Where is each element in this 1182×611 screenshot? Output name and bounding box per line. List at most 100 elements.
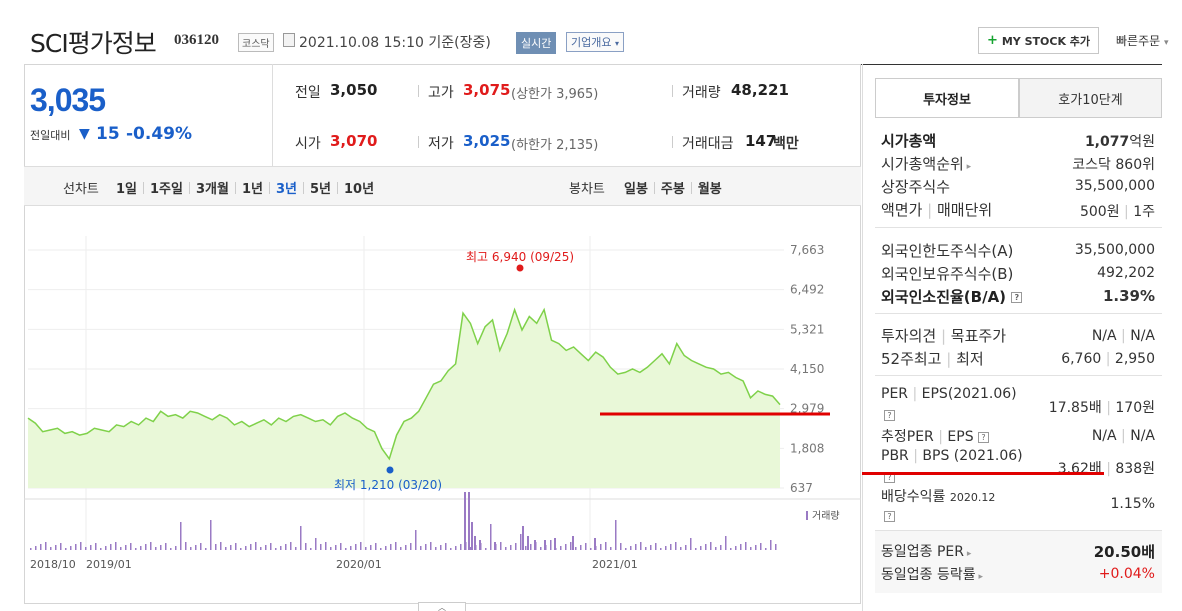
add-my-stock-button[interactable]: + MY STOCK 추가: [978, 27, 1099, 54]
volume-bar: [135, 548, 137, 550]
volume-bar: [425, 544, 427, 550]
volume-bar: [85, 547, 87, 550]
help-icon[interactable]: ?: [978, 431, 990, 443]
volume-bar: [474, 536, 476, 550]
volume-bar: [75, 544, 77, 550]
volume-bar: [170, 548, 172, 550]
unit-value: 1주: [1133, 204, 1155, 220]
tab-candle-weekly[interactable]: 주봉: [660, 182, 685, 197]
separator: [418, 85, 419, 97]
volume-bar: [355, 544, 357, 550]
volume-bar: [200, 543, 202, 550]
volume-bar: [290, 542, 292, 550]
tab-period-1y[interactable]: 1년: [241, 182, 263, 197]
est-per-value: N/A: [1091, 428, 1117, 444]
y-tick-label: 7,663: [790, 243, 824, 257]
separator: [672, 85, 673, 97]
tab-candle-daily[interactable]: 일봉: [624, 182, 648, 197]
help-icon[interactable]: ?: [1011, 292, 1023, 303]
bps-value: 838원: [1115, 461, 1155, 477]
volume-bar: [250, 544, 252, 550]
volume-bar: [285, 544, 287, 550]
unit-label: 매매단위: [937, 201, 993, 219]
tab-candle-monthly[interactable]: 월봉: [697, 182, 722, 197]
par-unit-label: 액면가 | 매매단위: [881, 201, 993, 219]
quick-order-button[interactable]: 빠른주문 ▾: [1116, 32, 1169, 49]
help-icon[interactable]: ?: [884, 410, 895, 421]
volume-bar: [245, 546, 247, 550]
tab-orderbook-10[interactable]: 호가10단계: [1019, 78, 1162, 118]
change-value: 15: [96, 124, 120, 144]
volume-bar: [495, 544, 497, 550]
section-divider: [875, 530, 1162, 531]
tab-period-5y[interactable]: 5년: [309, 182, 331, 197]
volume-bar: [45, 542, 47, 550]
volume-legend-swatch: [806, 511, 808, 520]
price-chart[interactable]: 7,663 6,492 5,321 4,150 2,979 1,808 637 2018/1…: [24, 206, 861, 606]
candle-chart-label[interactable]: 봉차트: [569, 182, 605, 197]
volume-bar: [180, 522, 182, 550]
industry-per-label[interactable]: 동일업종 PER ▸: [881, 541, 971, 561]
volume-bar: [55, 545, 57, 550]
volume-bar: [760, 543, 762, 550]
quick-order-label: 빠른주문: [1116, 34, 1161, 48]
volume-bar: [545, 545, 547, 550]
industry-rate-label[interactable]: 동일업종 등락률 ▸: [881, 564, 983, 584]
volume-bar: [120, 547, 122, 550]
volume-bar: [275, 548, 277, 550]
volume-bar: [505, 547, 507, 550]
market-cap-rank-label-text: 시가총액순위: [881, 155, 964, 173]
x-tick-label: 2018/10: [30, 558, 76, 571]
volume-bar: [230, 545, 232, 550]
volume-bar: [175, 546, 177, 550]
volume-legend: 거래량: [812, 510, 840, 522]
x-tick-label: 2019/01: [86, 558, 132, 571]
volume-bar: [580, 545, 582, 550]
market-cap-value: 1,077억원: [1020, 131, 1155, 151]
target-label: 목표주가: [950, 327, 1006, 345]
per-eps-value: 17.85배 | 170원: [1048, 400, 1155, 416]
volume-bar: [150, 542, 152, 550]
volume-bar: [325, 542, 327, 550]
document-icon: [283, 33, 295, 47]
volume-bar: [745, 542, 747, 550]
company-name: SCI평가정보: [30, 29, 157, 58]
lower-limit: (하한가 2,135): [511, 138, 599, 153]
amount-unit: 백만: [773, 136, 799, 152]
expand-toggle[interactable]: ︿: [418, 602, 466, 611]
volume-bar: [215, 544, 217, 550]
separator: [302, 181, 304, 194]
help-icon[interactable]: ?: [884, 511, 895, 522]
volume-bar: [50, 547, 52, 550]
volume-bar: [525, 546, 527, 550]
market-cap-rank-label[interactable]: 시가총액순위 ▸: [881, 153, 971, 174]
company-overview-label: 기업개요: [571, 36, 612, 49]
volume-bar: [210, 520, 212, 550]
foreign-limit-label: 외국인한도주식수(A): [881, 242, 1014, 260]
annotation-red-underline: [862, 472, 1104, 475]
tab-period-3m[interactable]: 3개월: [195, 182, 229, 197]
separator: [143, 181, 145, 194]
tab-invest-info[interactable]: 투자정보: [875, 78, 1019, 118]
volume-bar: [595, 546, 597, 550]
volume-bar: [460, 544, 462, 550]
volume-bar: [670, 544, 672, 550]
separator: [672, 136, 673, 148]
volume-bar: [205, 548, 207, 550]
line-chart-label[interactable]: 선차트: [63, 182, 99, 197]
volume-bar: [535, 542, 537, 550]
tab-period-10y[interactable]: 10년: [344, 182, 375, 197]
pbr-label: PBR: [881, 448, 909, 464]
realtime-badge[interactable]: 실시간: [516, 32, 557, 54]
volume-bar: [440, 545, 442, 550]
tab-period-1w[interactable]: 1주일: [150, 182, 183, 197]
volume-bar: [185, 542, 187, 550]
opinion-target-label: 투자의견 | 목표주가: [881, 327, 1006, 345]
tab-period-3y[interactable]: 3년: [275, 182, 297, 197]
change-percent: -0.49%: [126, 124, 193, 144]
company-overview-dropdown[interactable]: 기업개요 ▾: [566, 32, 624, 52]
tab-period-1d[interactable]: 1일: [116, 182, 138, 197]
y-tick-label: 6,492: [790, 283, 824, 297]
chevron-right-icon: ▸: [963, 162, 972, 172]
week52-low-label: 최저: [956, 350, 984, 368]
